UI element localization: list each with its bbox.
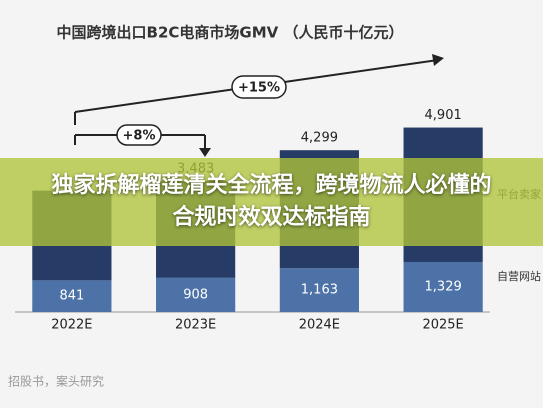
annotation: +8% (123, 129, 156, 144)
legend-label: 自营网站 (497, 269, 541, 283)
data-label: 1,163 (301, 283, 338, 298)
total-label: 4,299 (301, 131, 338, 146)
data-label: 908 (183, 287, 208, 302)
growth-8: +8% (74, 124, 211, 157)
x-tick-label: 2024E (299, 318, 340, 333)
data-label: 841 (59, 289, 84, 304)
data-label: 1,329 (425, 279, 462, 294)
overlay-text: 独家拆解榴莲清关全流程，跨境物流人必懂的合规时效双达标指南 (51, 173, 492, 230)
bar-segment (32, 280, 112, 312)
bar-segment (403, 261, 483, 312)
chart-title: 中国跨境出口B2C电商市场GMV （人民币十亿元） (57, 24, 404, 42)
x-tick-label: 2025E (422, 318, 463, 333)
bar-segment (279, 268, 359, 312)
growth-15: +15% (74, 54, 444, 125)
annotation: +15% (238, 81, 280, 96)
x-tick-label: 2023E (175, 318, 216, 333)
bar-segment (156, 277, 236, 312)
source: 招股书，案头研究 (8, 374, 104, 389)
overlay-banner: 独家拆解榴莲清关全流程，跨境物流人必懂的合规时效双达标指南 (0, 158, 543, 246)
total-label: 4,901 (425, 108, 462, 123)
x-tick-label: 2022E (51, 318, 92, 333)
